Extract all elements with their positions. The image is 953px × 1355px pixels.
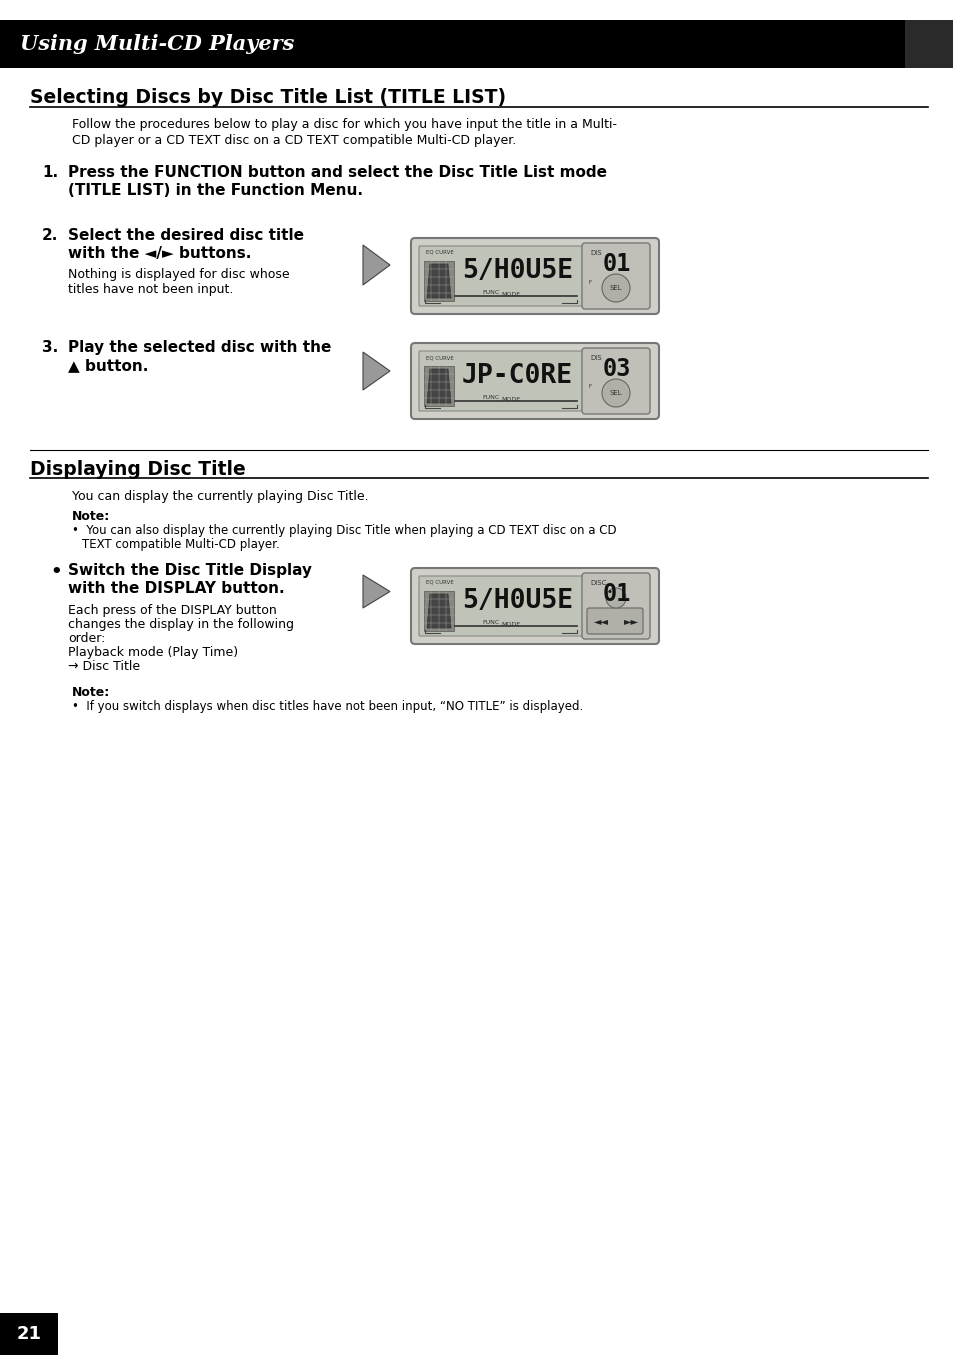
Text: ◄◄: ◄◄	[593, 617, 608, 626]
Text: SEL: SEL	[609, 285, 621, 291]
Text: Selecting Discs by Disc Title List (TITLE LIST): Selecting Discs by Disc Title List (TITL…	[30, 88, 506, 107]
Text: •  If you switch displays when disc titles have not been input, “NO TITLE” is di: • If you switch displays when disc title…	[71, 701, 582, 713]
Text: 1.: 1.	[42, 165, 58, 180]
Polygon shape	[427, 369, 451, 402]
Text: titles have not been input.: titles have not been input.	[68, 283, 233, 295]
Text: EQ CURVE: EQ CURVE	[426, 580, 454, 585]
Text: FUNC: FUNC	[482, 290, 499, 295]
FancyBboxPatch shape	[904, 20, 953, 68]
Text: Select the desired disc title: Select the desired disc title	[68, 228, 304, 243]
FancyBboxPatch shape	[581, 243, 649, 309]
Text: Each press of the DISPLAY button: Each press of the DISPLAY button	[68, 604, 276, 617]
Text: changes the display in the following: changes the display in the following	[68, 618, 294, 631]
Text: Press the FUNCTION button and select the Disc Title List mode: Press the FUNCTION button and select the…	[68, 165, 606, 180]
Text: Switch the Disc Title Display: Switch the Disc Title Display	[68, 562, 312, 579]
Text: 5/H0U5E: 5/H0U5E	[461, 257, 573, 285]
FancyBboxPatch shape	[418, 247, 582, 306]
Text: with the DISPLAY button.: with the DISPLAY button.	[68, 581, 284, 596]
Text: FUNC: FUNC	[482, 621, 499, 625]
Text: with the ◄/► buttons.: with the ◄/► buttons.	[68, 247, 251, 262]
Circle shape	[601, 379, 629, 406]
FancyBboxPatch shape	[423, 262, 454, 301]
FancyBboxPatch shape	[411, 238, 659, 314]
Text: 03: 03	[602, 356, 631, 381]
FancyBboxPatch shape	[0, 20, 953, 68]
Text: 3.: 3.	[42, 340, 58, 355]
Text: Note:: Note:	[71, 509, 111, 523]
Text: 2.: 2.	[42, 228, 58, 243]
Text: Using Multi-CD Players: Using Multi-CD Players	[20, 34, 294, 54]
Text: JP-C0RE: JP-C0RE	[461, 363, 573, 389]
Polygon shape	[427, 264, 451, 298]
Text: Play the selected disc with the: Play the selected disc with the	[68, 340, 331, 355]
FancyBboxPatch shape	[581, 573, 649, 640]
Text: → Disc Title: → Disc Title	[68, 660, 140, 673]
FancyBboxPatch shape	[423, 591, 454, 631]
Text: 01: 01	[602, 252, 631, 276]
Text: EQ CURVE: EQ CURVE	[426, 355, 454, 360]
FancyBboxPatch shape	[586, 608, 642, 634]
Text: •  You can also display the currently playing Disc Title when playing a CD TEXT : • You can also display the currently pla…	[71, 524, 616, 537]
Polygon shape	[427, 593, 451, 627]
Text: ▲ button.: ▲ button.	[68, 358, 149, 373]
Text: EQ CURVE: EQ CURVE	[426, 251, 454, 255]
Text: MODE: MODE	[501, 397, 520, 402]
FancyBboxPatch shape	[581, 348, 649, 415]
Text: 01: 01	[602, 583, 631, 606]
Text: CD player or a CD TEXT disc on a CD TEXT compatible Multi-CD player.: CD player or a CD TEXT disc on a CD TEXT…	[71, 134, 516, 146]
Text: Nothing is displayed for disc whose: Nothing is displayed for disc whose	[68, 268, 290, 280]
FancyBboxPatch shape	[411, 343, 659, 419]
Text: You can display the currently playing Disc Title.: You can display the currently playing Di…	[71, 491, 368, 503]
Text: •: •	[50, 562, 62, 581]
Text: DIS: DIS	[589, 355, 601, 360]
Text: F: F	[588, 279, 592, 285]
Text: MODE: MODE	[501, 291, 520, 297]
Text: FUNC: FUNC	[482, 396, 499, 400]
FancyBboxPatch shape	[0, 1313, 58, 1355]
Text: ►►: ►►	[623, 617, 638, 626]
Text: Playback mode (Play Time): Playback mode (Play Time)	[68, 646, 238, 659]
Polygon shape	[363, 245, 390, 285]
Text: 5/H0U5E: 5/H0U5E	[461, 588, 573, 614]
Polygon shape	[363, 352, 390, 390]
Text: (TITLE LIST) in the Function Menu.: (TITLE LIST) in the Function Menu.	[68, 183, 363, 198]
Text: 21: 21	[16, 1325, 42, 1343]
Text: SEL: SEL	[609, 390, 621, 396]
FancyBboxPatch shape	[418, 576, 582, 635]
Text: DISC: DISC	[589, 580, 606, 585]
Text: TEXT compatible Multi-CD player.: TEXT compatible Multi-CD player.	[82, 538, 279, 551]
Text: Displaying Disc Title: Displaying Disc Title	[30, 459, 246, 480]
Text: F: F	[588, 385, 592, 389]
Text: MODE: MODE	[501, 622, 520, 627]
Text: Follow the procedures below to play a disc for which you have input the title in: Follow the procedures below to play a di…	[71, 118, 617, 131]
Text: order:: order:	[68, 631, 105, 645]
Text: DIS: DIS	[589, 251, 601, 256]
Text: Note:: Note:	[71, 686, 111, 699]
FancyBboxPatch shape	[418, 351, 582, 411]
Circle shape	[605, 588, 625, 608]
FancyBboxPatch shape	[411, 568, 659, 644]
FancyBboxPatch shape	[423, 366, 454, 406]
Circle shape	[601, 274, 629, 302]
Polygon shape	[363, 575, 390, 608]
